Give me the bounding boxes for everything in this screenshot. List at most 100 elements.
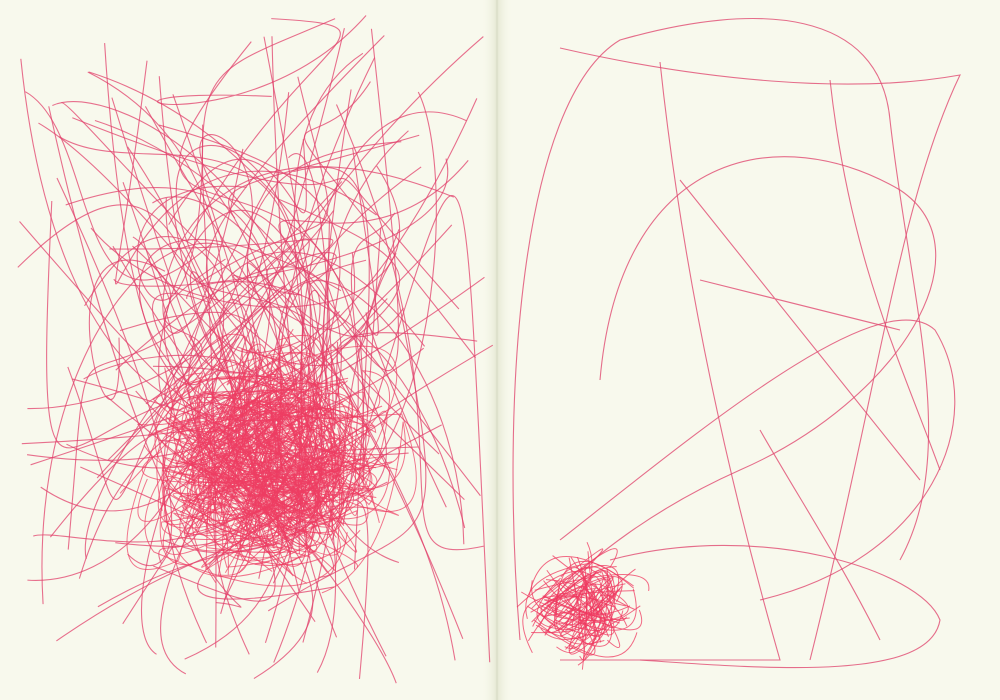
scribble-line: [58, 136, 304, 396]
scribble-line: [21, 423, 250, 655]
scribble-loop: [536, 577, 572, 630]
scribble-line: [350, 212, 396, 414]
scribble-loop: [187, 367, 272, 514]
scribble-line: [27, 285, 285, 479]
scribble-line: [303, 81, 476, 359]
scribble-loop: [170, 377, 294, 495]
scribble-loop: [543, 548, 618, 599]
scribble-loop: [256, 404, 370, 547]
scribble-loop: [205, 474, 293, 549]
scribble-line: [179, 41, 359, 526]
scribble-line: [829, 79, 941, 471]
scribble-line: [109, 238, 334, 437]
scribble-line: [560, 61, 781, 661]
scribble-loop: [570, 556, 621, 649]
scribble-line: [276, 91, 437, 533]
scribble-loop: [181, 392, 271, 487]
scribble-loop: [244, 436, 384, 512]
scribble-loop: [161, 408, 308, 584]
scribble-line: [84, 238, 310, 560]
scribble-line: [335, 104, 484, 551]
scribble-loop: [162, 333, 322, 519]
scribble-loop: [241, 434, 319, 566]
scribble-loop: [531, 585, 598, 634]
scribble-loop: [269, 458, 376, 513]
scribble-loop: [188, 393, 275, 549]
scribble-line: [679, 179, 921, 641]
scribble-line: [186, 18, 341, 242]
scribble-loop: [143, 369, 326, 489]
scribble-loop: [152, 351, 340, 559]
scribble-line: [236, 312, 447, 508]
scribble-line: [162, 148, 455, 334]
scribble-line: [559, 156, 937, 591]
scribble-line: [30, 253, 397, 466]
scribble-loop: [161, 455, 333, 535]
scribble-loop: [234, 423, 371, 555]
scribble-line: [67, 168, 278, 500]
scribble-loop: [164, 367, 336, 465]
scribble-loop: [159, 372, 311, 566]
scribble-loop: [540, 605, 641, 640]
scribble-line: [559, 319, 956, 601]
scribble-line: [104, 43, 290, 385]
scribble-loop: [568, 557, 585, 661]
scribble-line: [512, 17, 930, 641]
scribble-loop: [186, 380, 344, 507]
scribble-loop: [587, 551, 597, 640]
scribble-loop: [534, 574, 650, 592]
scribble-loop: [544, 541, 593, 633]
scribble-line: [609, 544, 941, 669]
scribble-loop: [551, 593, 602, 643]
scribble-loop: [271, 403, 329, 535]
scribble-loop: [190, 433, 364, 562]
scribble-loop: [263, 455, 358, 553]
scribble-loop: [148, 408, 331, 511]
scribble-loop: [544, 599, 620, 624]
scribble-loop: [205, 355, 320, 547]
scribble-line: [186, 280, 466, 529]
scribble-line: [122, 182, 205, 564]
scribble-loop: [558, 603, 607, 625]
scribble-loop: [546, 569, 596, 656]
scribble-line: [41, 242, 301, 605]
scribble-loop: [531, 566, 616, 610]
left-page-scribbles: [17, 15, 494, 684]
scribble-line: [20, 58, 425, 422]
scribble-line: [67, 181, 343, 550]
scribble-loop: [562, 577, 616, 608]
scribble-line: [94, 28, 400, 372]
scribble-loop: [218, 394, 316, 512]
scribble-line: [25, 91, 213, 281]
scribble-loop: [555, 603, 607, 632]
scribble-loop: [571, 576, 586, 632]
scribble-loop: [137, 430, 278, 565]
scribble-loop: [156, 428, 312, 547]
gutter: [482, 0, 512, 700]
scribble-loop: [531, 580, 630, 621]
scribble-loop: [516, 570, 591, 608]
scribble-line: [246, 262, 404, 386]
scribble-loop: [144, 417, 348, 587]
scribble-loop: [525, 562, 590, 620]
scribble-loop: [555, 583, 610, 601]
scribble-loop: [229, 406, 373, 488]
scribble-line: [267, 291, 427, 612]
scribble-line: [157, 15, 367, 105]
scribble-loop: [213, 355, 391, 520]
scribble-loop: [540, 590, 635, 628]
scribble-loop: [543, 548, 604, 612]
scribble-line: [168, 139, 307, 225]
scribble-loop: [543, 580, 631, 615]
scribble-loop: [236, 344, 322, 505]
right-page-scribbles: [512, 17, 961, 670]
scribble-line: [145, 258, 226, 405]
scribble-line: [115, 60, 377, 285]
scribble-loop: [181, 396, 383, 518]
scribble-loop: [126, 434, 331, 570]
scribble-line: [107, 134, 253, 461]
scribble-loop: [564, 587, 608, 621]
scribble-line: [113, 158, 449, 287]
scribble-line: [301, 111, 467, 564]
